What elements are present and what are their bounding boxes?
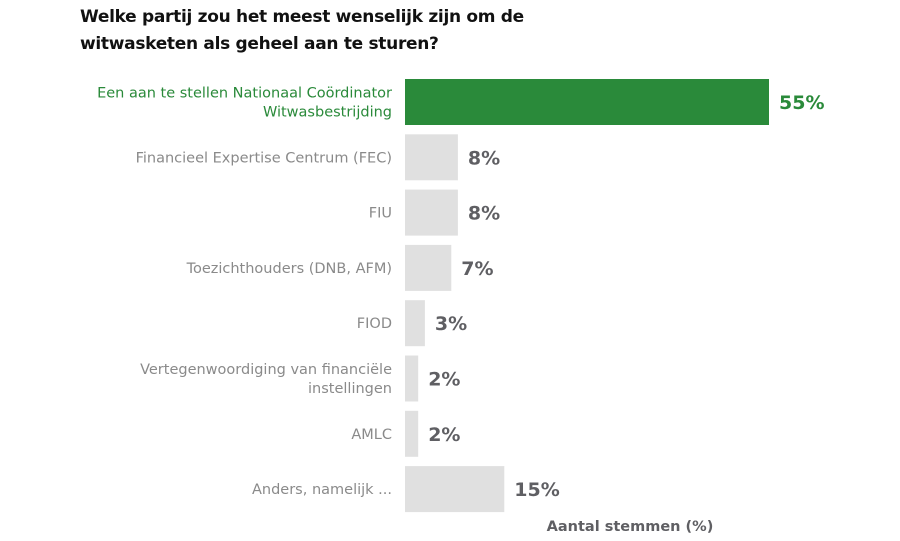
- value-label: 2%: [428, 369, 460, 391]
- bar-row: AMLC 2%: [351, 410, 460, 457]
- category-label: FIOD: [357, 316, 392, 332]
- bar: [405, 79, 769, 125]
- value-label: 2%: [428, 424, 460, 446]
- value-label: 8%: [468, 203, 500, 225]
- bar: [405, 355, 419, 402]
- bar: [405, 466, 505, 513]
- category-label: Witwasbestrijding: [263, 105, 392, 121]
- bar: [405, 189, 458, 236]
- value-label: 3%: [435, 313, 467, 335]
- value-label: 55%: [779, 92, 824, 114]
- category-label: Financieel Expertise Centrum (FEC): [136, 150, 392, 166]
- bar-row: Vertegenwoordiging van financiële instell…: [140, 355, 460, 402]
- bar: [405, 300, 425, 347]
- bar-row: FIOD 3%: [357, 300, 467, 347]
- bar: [405, 244, 452, 291]
- bar-row: Anders, namelijk ... 15%: [252, 466, 560, 513]
- value-label: 15%: [514, 479, 559, 501]
- category-label: Vertegenwoordiging van financiële: [140, 362, 392, 378]
- bar: [405, 134, 458, 181]
- chart-title-line: witwasketen als geheel aan te sturen?: [80, 34, 439, 54]
- chart-title-line: Welke partij zou het meest wenselijk zij…: [80, 7, 524, 27]
- category-label: Een aan te stellen Nationaal Coördinator: [97, 86, 392, 102]
- category-label: AMLC: [351, 427, 392, 443]
- x-axis-label: Aantal stemmen (%): [547, 519, 714, 535]
- bar-row: Toezichthouders (DNB, AFM) 7%: [186, 244, 494, 291]
- bar: [405, 410, 419, 457]
- category-label: Anders, namelijk ...: [252, 482, 392, 498]
- category-label: instellingen: [308, 381, 392, 397]
- category-label: Toezichthouders (DNB, AFM): [186, 261, 392, 277]
- bar-row: FIU 8%: [369, 189, 500, 236]
- chart-title: Welke partij zou het meest wenselijk zij…: [80, 4, 524, 58]
- category-label: FIU: [369, 206, 392, 222]
- value-label: 8%: [468, 147, 500, 169]
- bar-row: Een aan te stellen Nationaal Coördinator…: [97, 79, 824, 125]
- value-label: 7%: [461, 258, 493, 280]
- bar-row: Financieel Expertise Centrum (FEC) 8%: [136, 134, 500, 181]
